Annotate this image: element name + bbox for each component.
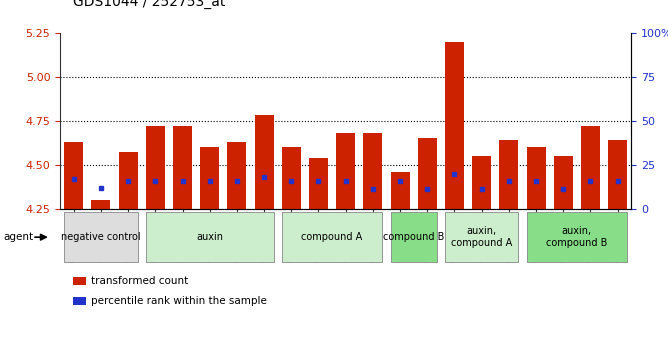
Text: compound A: compound A — [301, 232, 363, 242]
Text: GDS1044 / 252753_at: GDS1044 / 252753_at — [73, 0, 226, 9]
Bar — [363, 133, 382, 209]
Text: agent: agent — [3, 232, 33, 242]
Bar — [608, 140, 627, 209]
Bar — [554, 156, 572, 209]
Bar — [200, 147, 219, 209]
Bar — [227, 142, 246, 209]
Bar — [418, 138, 437, 209]
Bar — [92, 200, 110, 209]
Bar — [500, 140, 518, 209]
Bar — [255, 116, 274, 209]
Bar — [146, 126, 165, 209]
Text: compound B: compound B — [383, 232, 444, 242]
Bar — [336, 133, 355, 209]
Bar — [282, 147, 301, 209]
Text: transformed count: transformed count — [91, 276, 188, 286]
Bar — [173, 126, 192, 209]
Bar — [526, 147, 546, 209]
Bar — [64, 142, 84, 209]
Bar — [309, 158, 328, 209]
Text: negative control: negative control — [61, 232, 141, 242]
Text: auxin,
compound B: auxin, compound B — [546, 226, 608, 248]
Bar — [581, 126, 600, 209]
Bar — [119, 152, 138, 209]
Bar — [472, 156, 491, 209]
Bar — [391, 172, 409, 209]
Text: auxin: auxin — [196, 232, 223, 242]
Bar — [445, 41, 464, 209]
Text: percentile rank within the sample: percentile rank within the sample — [91, 296, 267, 306]
Text: auxin,
compound A: auxin, compound A — [451, 226, 512, 248]
